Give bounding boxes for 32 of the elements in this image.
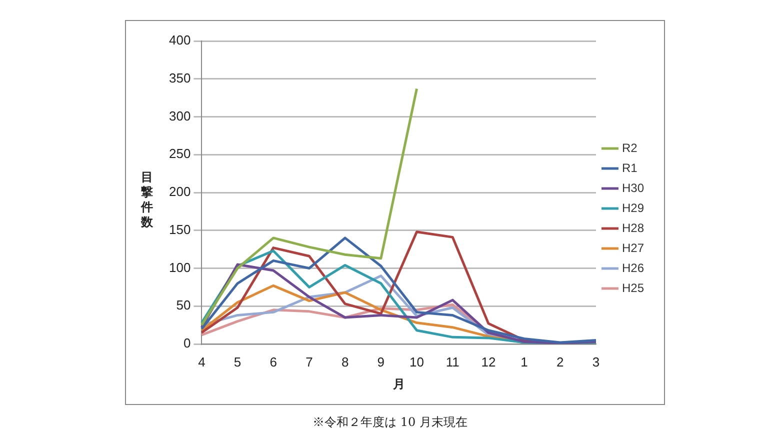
legend-label: H30: [622, 180, 644, 195]
x-tick-label: 10: [410, 354, 424, 370]
y-tick-label: 200: [168, 184, 191, 200]
x-tick-label: 12: [481, 354, 496, 370]
y-tick-label: 0: [183, 336, 191, 351]
legend-label: H26: [622, 260, 644, 275]
y-tick-label: 150: [168, 222, 191, 237]
y-axis-title: 目撃件数: [140, 170, 154, 230]
legend-label: R2: [622, 140, 638, 155]
x-tick-label: 3: [592, 354, 600, 370]
y-tick-label: 250: [168, 146, 191, 162]
legend-label: H25: [622, 280, 644, 295]
x-tick-label: 7: [306, 354, 313, 370]
y-tick-label: 100: [168, 260, 191, 275]
y-tick-label: 300: [168, 108, 191, 124]
x-tick-label: 6: [270, 354, 277, 370]
y-tick-label: 400: [168, 32, 191, 48]
legend-label: R1: [622, 160, 638, 175]
x-tick-label: 11: [446, 354, 460, 370]
x-tick-label: 8: [341, 354, 349, 370]
x-tick-label: 9: [377, 354, 385, 370]
text: ※令和２年度は 10 月末現在: [312, 414, 468, 431]
y-tick-label: 350: [168, 70, 191, 86]
legend-label: H29: [622, 200, 644, 215]
x-tick-label: 2: [556, 354, 564, 370]
x-tick-label: 5: [234, 354, 242, 370]
x-axis-title: 月: [392, 377, 405, 392]
x-tick-label: 1: [520, 354, 528, 370]
legend-label: H28: [622, 220, 644, 235]
x-tick-label: 4: [198, 354, 206, 370]
y-tick-label: 50: [176, 298, 191, 313]
legend-label: H27: [622, 240, 644, 255]
